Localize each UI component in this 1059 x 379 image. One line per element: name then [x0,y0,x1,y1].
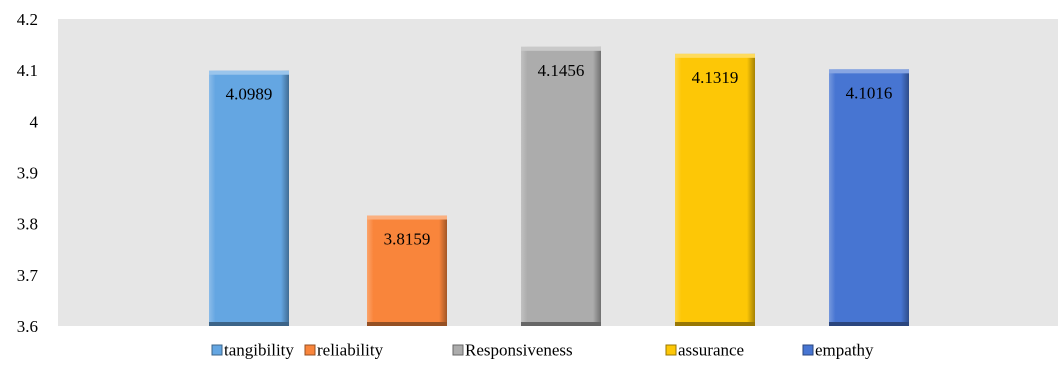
legend: tangibility reliability Responsiveness assu… [211,341,874,360]
bar-tangibility [209,70,289,327]
legend-swatch [304,344,316,356]
y-tick-label: 3.7 [17,266,39,285]
y-tick-label: 4 [30,112,39,131]
legend-label: empathy [815,341,874,360]
data-label: 3.8159 [384,230,431,249]
y-tick-label: 3.6 [17,317,38,336]
legend-label: tangibility [224,341,294,360]
bar-reliability [367,215,447,326]
legend-label: reliability [317,341,384,360]
legend-swatch [802,344,814,356]
legend-swatch [452,344,464,356]
legend-item-tangibility: tangibility [211,341,294,360]
bars [209,46,909,327]
data-label: 4.1016 [846,83,893,102]
legend-label: Responsiveness [465,341,573,360]
legend-label: assurance [678,341,744,360]
legend-item-responsiveness: Responsiveness [452,341,573,360]
data-label: 4.1319 [692,68,739,87]
legend-swatch [665,344,677,356]
legend-item-empathy: empathy [802,341,874,360]
y-tick-label: 3.9 [17,164,38,183]
data-labels: 4.0989 3.8159 4.1456 4.1319 4.1016 [226,61,893,249]
y-tick-label: 3.8 [17,215,38,234]
bar-assurance [675,53,755,326]
y-tick-label: 4.1 [17,61,38,80]
bar-empathy [829,69,909,327]
y-axis: 3.6 3.7 3.8 3.9 4 4.1 4.2 [17,10,39,336]
legend-item-reliability: reliability [304,341,384,360]
data-label: 4.0989 [226,85,273,104]
data-label: 4.1456 [538,61,585,80]
bar-responsiveness [521,46,601,327]
y-tick-label: 4.2 [17,10,38,29]
legend-item-assurance: assurance [665,341,744,360]
legend-swatch [211,344,223,356]
